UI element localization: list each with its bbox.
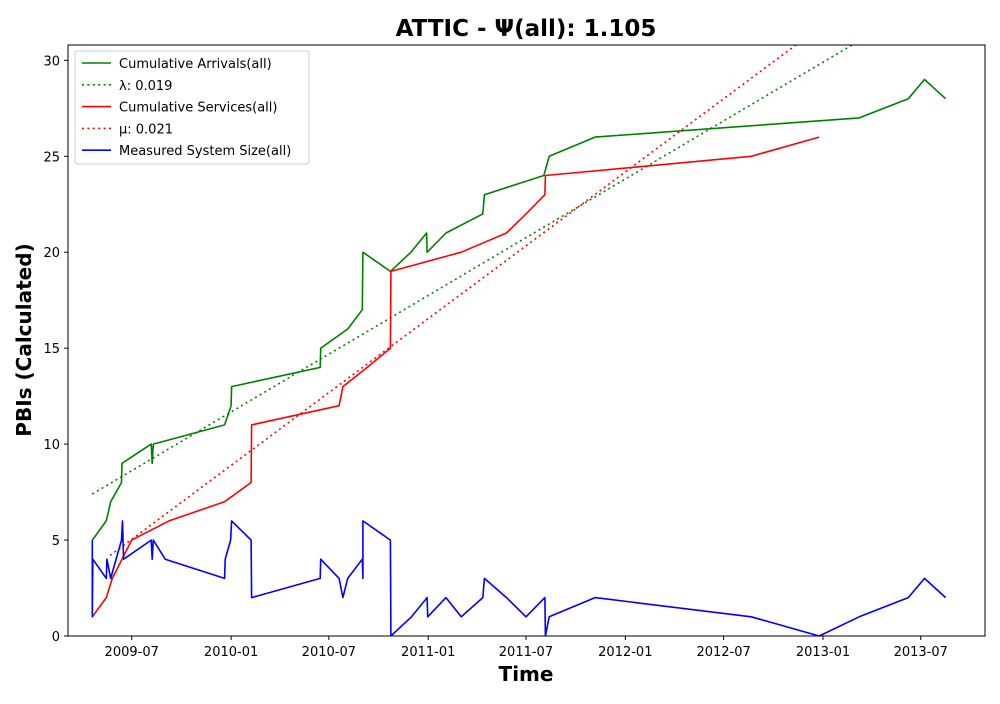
legend-entry-label: Measured System Size(all) bbox=[119, 144, 291, 159]
legend-entry-label: μ: 0.021 bbox=[119, 122, 173, 137]
y-tick-label: 10 bbox=[43, 438, 60, 453]
series-line-2 bbox=[92, 137, 819, 617]
y-tick-label: 0 bbox=[52, 630, 60, 645]
chart-title: ATTIC - Ψ(all): 1.105 bbox=[396, 16, 657, 42]
legend-entry-label: λ: 0.019 bbox=[119, 79, 172, 94]
series-line-4 bbox=[92, 521, 945, 636]
x-tick-label: 2011-07 bbox=[499, 645, 553, 660]
legend: Cumulative Arrivals(all) λ: 0.019 Cumulati… bbox=[75, 51, 309, 164]
y-tick-label: 5 bbox=[52, 534, 60, 549]
x-tick-label: 2009-07 bbox=[105, 645, 159, 660]
legend-entry-label: Cumulative Arrivals(all) bbox=[119, 57, 272, 72]
y-tick-label: 20 bbox=[43, 246, 60, 261]
x-tick-label: 2012-01 bbox=[598, 645, 652, 660]
x-tick-label: 2013-01 bbox=[796, 645, 850, 660]
y-tick-label: 25 bbox=[43, 150, 60, 165]
x-tick-label: 2013-07 bbox=[894, 645, 948, 660]
legend-entry-label: Cumulative Services(all) bbox=[119, 101, 277, 116]
x-tick-label: 2011-01 bbox=[401, 645, 455, 660]
x-tick-label: 2012-07 bbox=[696, 645, 750, 660]
y-axis-label: PBIs (Calculated) bbox=[12, 243, 36, 436]
y-tick-label: 15 bbox=[43, 342, 60, 357]
x-axis-label: Time bbox=[499, 662, 554, 686]
x-axis: 2009-07 2010-01 2010-07 2011-01 2011-07 2012-… bbox=[105, 636, 948, 660]
y-axis: 0 5 10 15 20 25 30 bbox=[43, 54, 68, 645]
x-tick-label: 2010-01 bbox=[204, 645, 258, 660]
y-tick-label: 30 bbox=[43, 54, 60, 69]
x-tick-label: 2010-07 bbox=[302, 645, 356, 660]
